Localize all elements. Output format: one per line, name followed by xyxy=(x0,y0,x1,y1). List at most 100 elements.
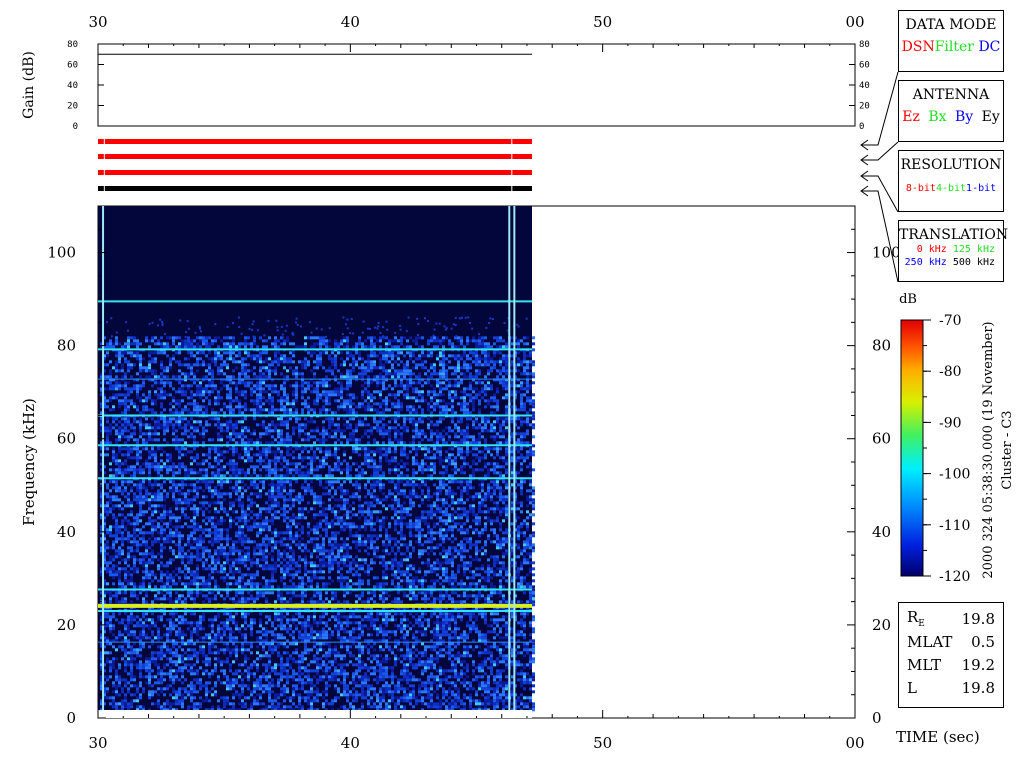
spectrogram-noise-cell xyxy=(355,450,358,454)
spectrogram-noise-cell xyxy=(232,438,235,442)
spectrogram-noise-cell xyxy=(403,345,406,349)
spectrogram-noise-cell xyxy=(256,453,259,457)
spectrogram-noise-cell xyxy=(469,366,472,370)
spectrogram-noise-cell xyxy=(148,423,151,427)
spectrogram-noise-cell xyxy=(112,495,115,499)
spectrogram-noise-cell xyxy=(349,405,352,409)
spectrogram-noise-cell xyxy=(493,363,496,367)
spectrogram-noise-cell xyxy=(127,450,130,454)
spectrogram-noise-cell xyxy=(418,405,421,409)
spectrogram-noise-cell xyxy=(370,426,373,430)
spectrogram-noise-cell xyxy=(511,342,514,346)
spectrogram-noise-cell xyxy=(160,504,163,508)
spectrogram-noise-cell xyxy=(241,366,244,370)
spectrogram-noise-cell xyxy=(427,438,430,442)
spectrogram-noise-cell xyxy=(256,447,259,451)
spectrogram-noise-cell xyxy=(403,447,406,451)
spectrogram-noise-cell xyxy=(442,498,445,502)
spectrogram-noise-cell xyxy=(313,441,316,445)
spectrogram-noise-cell xyxy=(208,423,211,427)
spectrogram-noise-cell xyxy=(499,426,502,430)
spectrogram-noise-cell xyxy=(127,435,130,439)
spectrogram-noise-cell xyxy=(415,387,418,391)
spectrogram-noise-cell xyxy=(268,336,271,340)
spectrogram-noise-cell xyxy=(166,366,169,370)
spectrogram-noise-cell xyxy=(235,423,238,427)
spectrogram-noise-cell xyxy=(430,438,433,442)
spectrogram-noise-cell xyxy=(145,510,148,514)
spectrogram-noise-cell xyxy=(202,441,205,445)
spectrogram-noise-cell xyxy=(355,405,358,409)
spectrogram-noise-cell xyxy=(100,417,103,421)
spectrogram-noise-cell xyxy=(154,453,157,457)
spectrogram-noise-cell xyxy=(160,513,163,517)
spectrogram-noise-cell xyxy=(484,510,487,514)
spectrogram-noise-cell xyxy=(286,420,289,424)
spectrogram-noise-cell xyxy=(178,345,181,349)
spectrogram-noise-cell xyxy=(460,447,463,451)
spectrogram-noise-cell xyxy=(337,462,340,466)
spectrogram-noise-cell xyxy=(409,396,412,400)
spectrogram-noise-cell xyxy=(361,420,364,424)
spectrogram-noise-cell xyxy=(193,393,196,397)
spectrogram-noise-cell xyxy=(229,465,232,469)
spectrogram-noise-cell xyxy=(445,456,448,460)
spectrogram-noise-cell xyxy=(109,345,112,349)
spectrogram-noise-cell xyxy=(322,486,325,490)
spectrogram-noise-cell xyxy=(478,438,481,442)
spectrogram-noise-cell xyxy=(478,507,481,511)
spectrogram-noise-cell xyxy=(265,447,268,451)
spectrogram-noise-cell xyxy=(169,513,172,517)
spectrogram-noise-cell xyxy=(220,357,223,361)
spectrogram-noise-cell xyxy=(172,468,175,472)
spectrogram-noise-cell xyxy=(349,438,352,442)
spectrogram-noise-cell xyxy=(397,417,400,421)
spectrogram-noise-cell xyxy=(271,369,274,373)
spectrogram-noise-cell xyxy=(430,363,433,367)
spectrogram-noise-cell xyxy=(517,441,520,445)
spectrogram-noise-cell xyxy=(130,432,133,436)
spectrogram-noise-cell xyxy=(400,426,403,430)
spectrogram-noise-cell xyxy=(337,351,340,355)
spectrogram-noise-cell xyxy=(415,366,418,370)
spectrogram-noise-cell xyxy=(451,447,454,451)
spectrogram-noise-cell xyxy=(460,471,463,475)
spectrogram-noise-cell xyxy=(409,495,412,499)
spectrogram-noise-cell xyxy=(292,501,295,505)
spectrogram-noise-cell xyxy=(307,435,310,439)
spectrogram-noise-cell xyxy=(178,483,181,487)
spectrogram-noise-cell xyxy=(358,516,361,520)
spectrogram-noise-cell xyxy=(289,417,292,421)
spectrogram-noise-cell xyxy=(145,369,148,373)
spectrogram-noise-cell xyxy=(430,390,433,394)
spectrogram-noise-cell xyxy=(532,504,535,508)
spectrogram-noise-cell xyxy=(526,375,529,379)
spectrogram-noise-cell xyxy=(295,420,298,424)
spectrogram-noise-cell xyxy=(136,393,139,397)
spectrogram-noise-cell xyxy=(217,453,220,457)
spectrogram-noise-cell xyxy=(223,450,226,454)
spectrogram-noise-cell xyxy=(190,342,193,346)
spectrogram-noise-cell xyxy=(409,483,412,487)
spectrogram-noise-cell xyxy=(136,495,139,499)
spectrogram-noise-cell xyxy=(127,351,130,355)
spectrogram-noise-cell xyxy=(403,420,406,424)
spectrogram-noise-cell xyxy=(238,486,241,490)
spectrogram-noise-cell xyxy=(214,447,217,451)
spectrogram-noise-cell xyxy=(244,357,247,361)
spectrogram-noise-cell xyxy=(280,462,283,466)
spectrogram-noise-cell xyxy=(313,501,316,505)
spectrogram-noise-cell xyxy=(208,465,211,469)
spectrogram-noise-cell xyxy=(376,450,379,454)
spectrogram-noise-cell xyxy=(496,504,499,508)
spectrogram-noise-cell xyxy=(178,342,181,346)
spectrogram-noise-cell xyxy=(217,489,220,493)
spectrogram-noise-cell xyxy=(433,336,436,340)
spectrogram-noise-cell xyxy=(148,483,151,487)
spectrogram-noise-cell xyxy=(217,456,220,460)
spectrogram-noise-cell xyxy=(298,510,301,514)
spectrogram-noise-cell xyxy=(496,375,499,379)
spectrogram-noise-cell xyxy=(241,495,244,499)
spectrogram-noise-cell xyxy=(241,432,244,436)
spectrogram-noise-cell xyxy=(463,387,466,391)
